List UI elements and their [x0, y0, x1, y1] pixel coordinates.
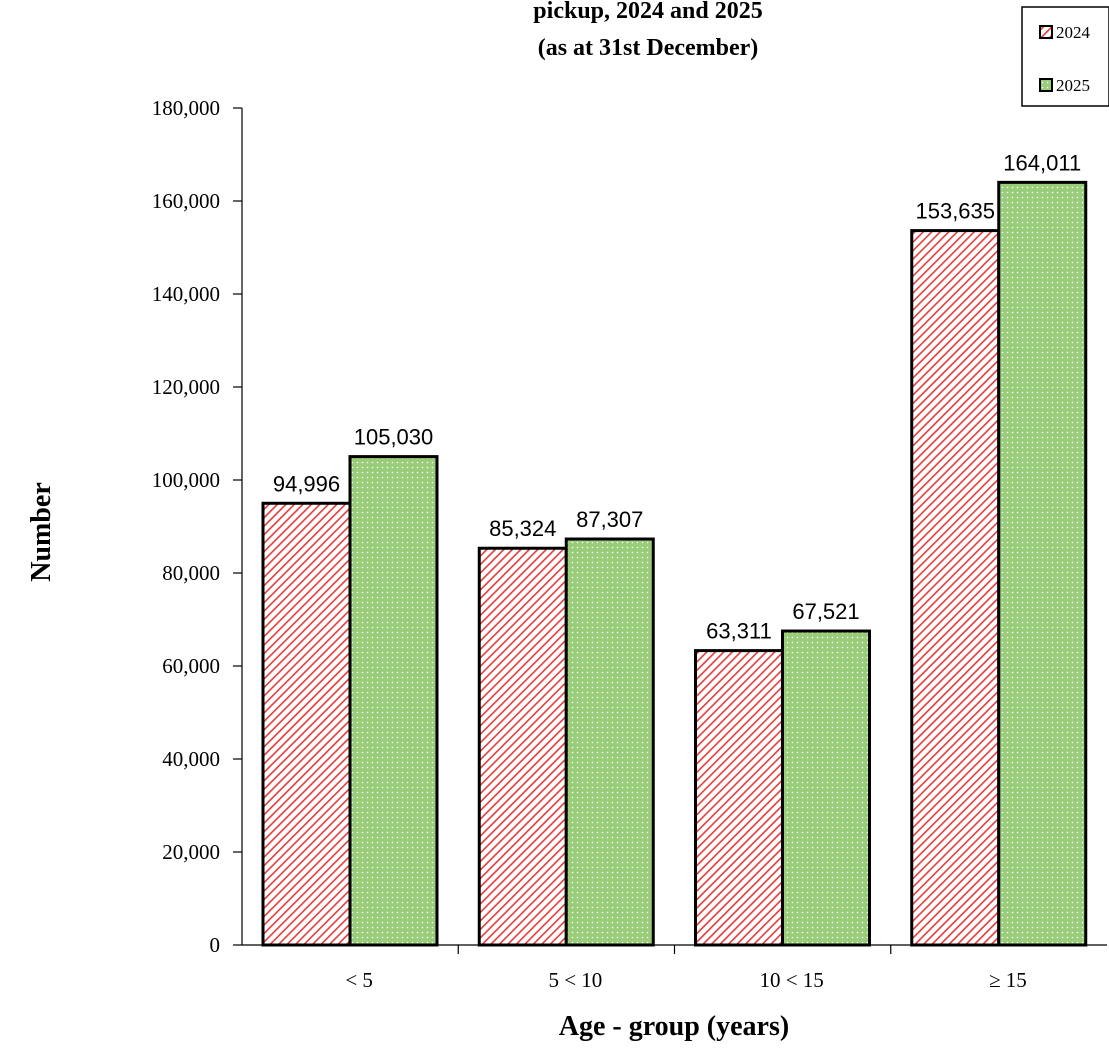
y-tick-label: 0	[210, 933, 221, 957]
chart-title-line-2: (as at 31st December)	[538, 35, 759, 61]
y-tick-label: 20,000	[162, 840, 220, 864]
bar-2024	[261, 501, 352, 947]
y-tick-label: 100,000	[152, 468, 220, 492]
x-tick-label: 5 < 10	[548, 968, 602, 992]
bar-2025	[348, 455, 439, 947]
x-tick-label: ≥ 15	[989, 968, 1027, 992]
legend: 2024 2025	[1021, 6, 1109, 107]
data-label-2024: 63,311	[706, 619, 772, 644]
y-tick-label: 60,000	[162, 654, 220, 678]
bar-2024	[910, 229, 1001, 947]
y-tick-label: 40,000	[162, 747, 220, 771]
data-label-2025: 87,307	[576, 507, 643, 532]
y-tick-label: 80,000	[162, 561, 220, 585]
bar-2025	[564, 537, 655, 947]
bar-2024	[477, 546, 568, 947]
y-tick-label: 140,000	[152, 282, 220, 306]
chart-title: pickup, 2024 and 2025 (as at 31st Decemb…	[533, 0, 762, 61]
data-label-2024: 153,635	[915, 199, 995, 224]
legend-box	[1021, 6, 1109, 107]
data-label-2024: 85,324	[489, 516, 556, 541]
y-tick-label: 120,000	[152, 375, 220, 399]
y-axis-label: Number	[26, 482, 57, 582]
y-tick-label: 180,000	[152, 96, 220, 120]
legend-swatch-2024	[1039, 25, 1053, 39]
bar-2025	[997, 180, 1088, 947]
data-label-2025: 164,011	[1003, 150, 1081, 175]
y-axis-ticks: 0 20,000 40,000 60,000 80,000 100,000 120,000 1…	[152, 96, 242, 957]
data-label-2024: 94,996	[273, 471, 340, 496]
x-axis-label: Age - group (years)	[559, 1011, 789, 1042]
x-axis-ticks: < 5 5 < 10 10 < 15 ≥ 15	[345, 945, 1027, 992]
bars	[261, 180, 1088, 947]
x-tick-label: < 5	[345, 968, 373, 992]
bar-2025	[781, 629, 871, 947]
x-tick-label: 10 < 15	[759, 968, 823, 992]
data-labels: 94,996 105,030 85,324 87,307 63,311 67,521 153…	[273, 150, 1081, 643]
legend-label-2024: 2024	[1056, 23, 1091, 42]
bar-2024	[694, 649, 784, 947]
data-label-2025: 67,521	[792, 599, 859, 624]
legend-swatch-2025	[1039, 78, 1053, 92]
y-tick-label: 160,000	[152, 189, 220, 213]
legend-label-2025: 2025	[1056, 76, 1090, 95]
chart-title-line-1: pickup, 2024 and 2025	[533, 0, 762, 24]
data-label-2025: 105,030	[354, 425, 434, 450]
